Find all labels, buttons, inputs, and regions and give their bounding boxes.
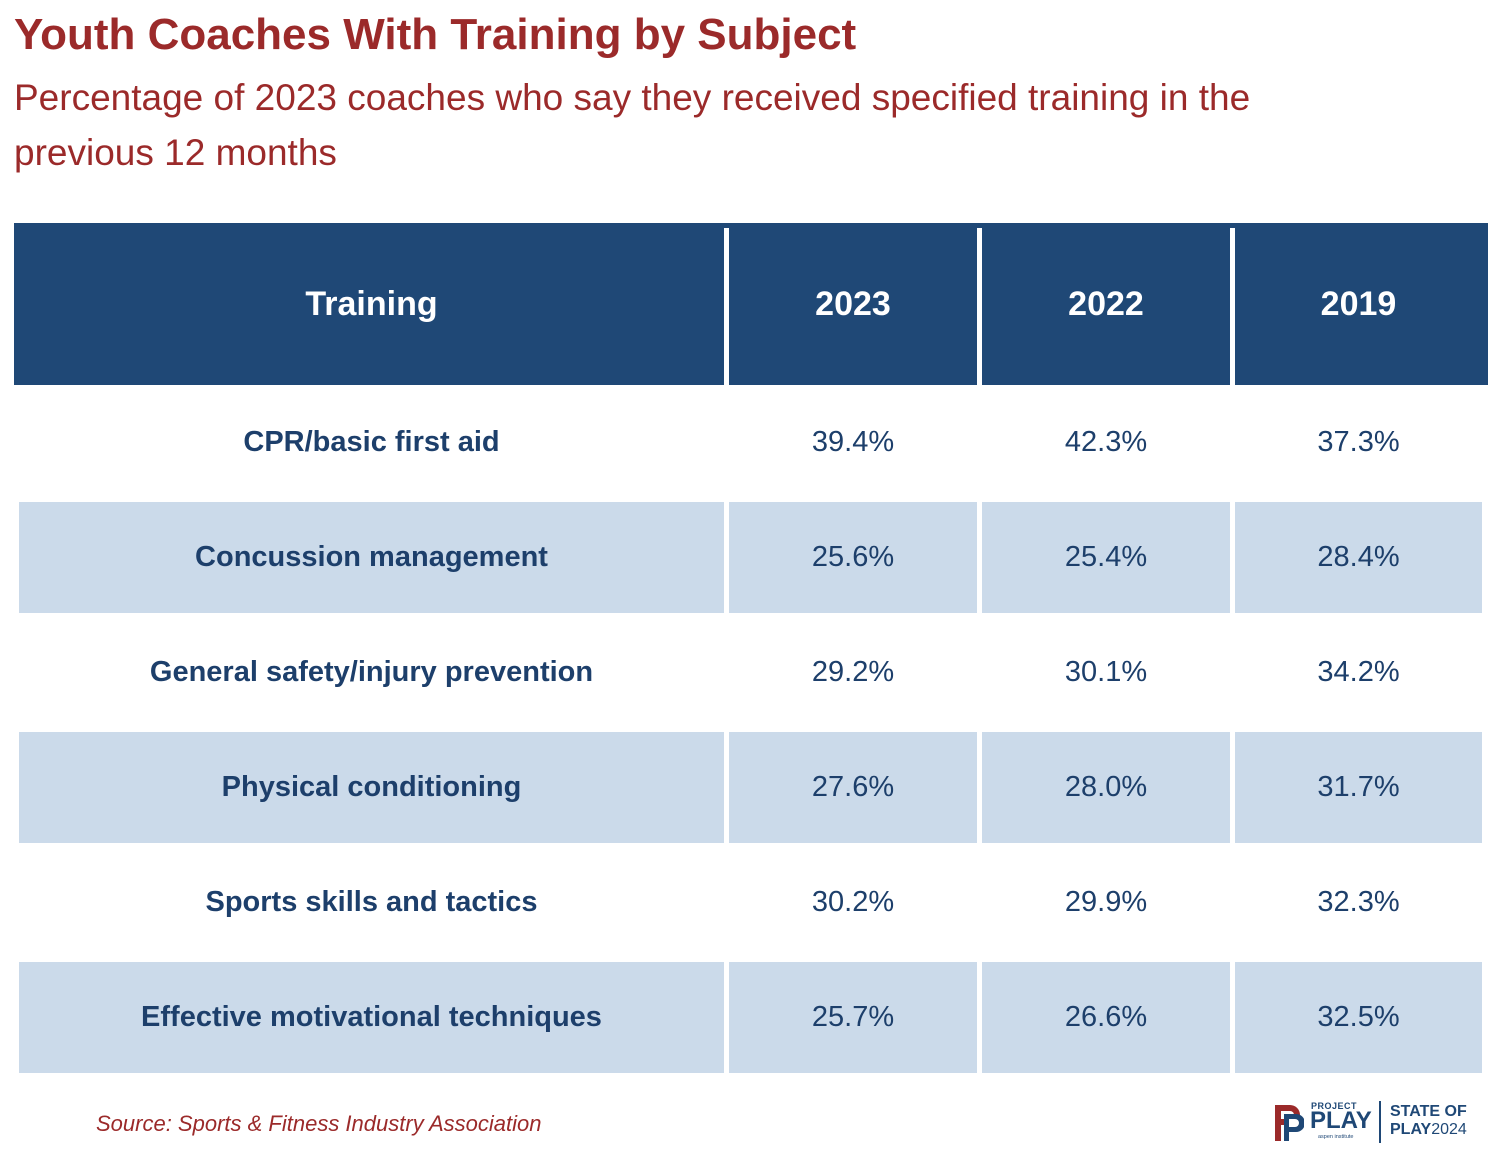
logo-project-text: PROJECT [1311,1101,1358,1111]
cell-2022: 26.6% [982,962,1230,1073]
cell-2023: 25.6% [729,502,977,613]
logo-play-text: PLAY [1310,1107,1372,1134]
cell-2022: 28.0% [982,732,1230,843]
chart-title: Youth Coaches With Training by Subject [14,10,857,59]
table-row: Effective motivational techniques 25.7% … [14,962,1488,1073]
table-row: Physical conditioning 27.6% 28.0% 31.7% [14,732,1488,843]
cell-2022: 42.3% [1064,426,1148,458]
cell-2019: 28.4% [1235,502,1482,613]
cell-2019: 32.5% [1235,962,1482,1073]
cell-2022: 30.1% [1064,656,1148,688]
column-divider [977,228,982,385]
column-header-2022: 2022 [1068,284,1144,323]
logo-year: 2024 [1431,1121,1467,1138]
cell-2023: 27.6% [729,732,977,843]
cell-2019: 31.7% [1235,732,1482,843]
table-row: Sports skills and tactics 30.2% 29.9% 32… [14,847,1488,958]
state-of-play-logo: PROJECT PLAY aspen institute STATE OF PL… [1272,1099,1477,1145]
cell-2019: 34.2% [1317,656,1400,688]
project-play-logo-icon [1275,1105,1304,1141]
table-header-row: Training 2023 2022 2019 [14,223,1488,385]
column-header-2019: 2019 [1320,284,1397,323]
logo-divider [1379,1101,1381,1143]
logo-state-of-text: STATE OF [1390,1103,1467,1120]
logo-aspen-text: aspen institute [1318,1134,1354,1140]
cell-2023: 30.2% [811,886,895,918]
row-label: Concussion management [19,502,724,613]
row-label: CPR/basic first aid [243,426,500,458]
cell-2019: 32.3% [1317,886,1400,918]
source-note: Source: Sports & Fitness Industry Associ… [96,1111,542,1136]
column-divider [724,228,729,385]
logo-play-year-text: PLAY2024 [1390,1121,1467,1139]
cell-2022: 29.9% [1064,886,1148,918]
column-divider [1230,228,1235,385]
column-header-2023: 2023 [815,284,891,323]
training-table: Training 2023 2022 2019 CPR/basic first … [14,223,1488,1073]
table-row: CPR/basic first aid 39.4% 42.3% 37.3% [14,387,1488,498]
table-row: Concussion management 25.6% 25.4% 28.4% [14,502,1488,613]
cell-2023: 29.2% [811,656,895,688]
logo-play-word: PLAY [1390,1121,1432,1138]
row-label: Physical conditioning [19,732,724,843]
row-label: General safety/injury prevention [149,656,594,688]
row-label: Sports skills and tactics [205,886,538,918]
cell-2023: 25.7% [729,962,977,1073]
cell-2019: 37.3% [1317,426,1400,458]
table-row: General safety/injury prevention 29.2% 3… [14,617,1488,728]
column-header-training: Training [305,284,438,323]
cell-2022: 25.4% [982,502,1230,613]
cell-2023: 39.4% [811,426,895,458]
row-label: Effective motivational techniques [19,962,724,1073]
chart-subtitle: Percentage of 2023 coaches who say they … [14,77,1251,173]
